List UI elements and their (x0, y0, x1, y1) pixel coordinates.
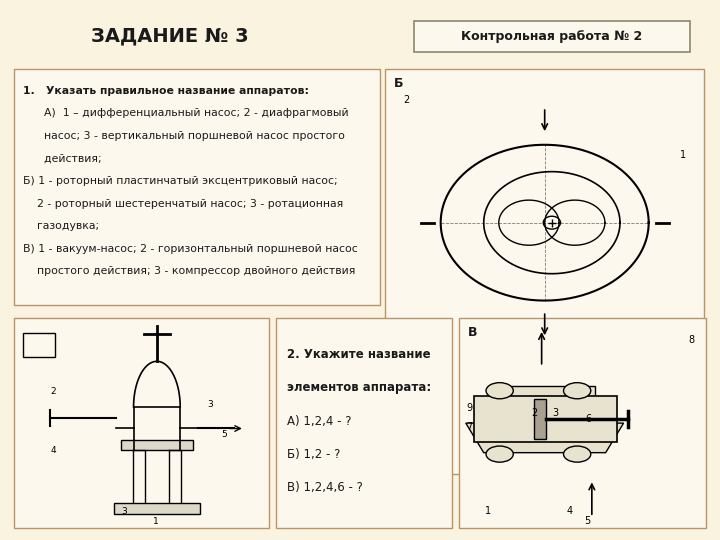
Text: 2. Укажите название: 2. Укажите название (287, 348, 431, 361)
Text: 4: 4 (50, 446, 55, 455)
Text: 5: 5 (222, 429, 228, 438)
Text: В: В (467, 326, 477, 340)
FancyBboxPatch shape (385, 69, 704, 474)
Bar (495, 386, 595, 423)
Text: 3: 3 (552, 408, 558, 418)
FancyBboxPatch shape (14, 69, 380, 305)
Ellipse shape (564, 383, 591, 399)
Bar (474, 396, 617, 442)
Text: А)  1 – дифференциальный насос; 2 - диафрагмовый: А) 1 – дифференциальный насос; 2 - диафр… (23, 109, 348, 118)
Text: 1: 1 (680, 150, 686, 160)
Text: А) 1,2,4 - ?: А) 1,2,4 - ? (287, 415, 351, 428)
Text: ЗАДАНИЕ № 3: ЗАДАНИЕ № 3 (91, 27, 248, 46)
Bar (121, 440, 193, 450)
Ellipse shape (486, 446, 513, 462)
Text: насос; 3 - вертикальный поршневой насос простого: насос; 3 - вертикальный поршневой насос … (23, 131, 345, 141)
FancyBboxPatch shape (14, 319, 269, 528)
FancyBboxPatch shape (414, 21, 690, 52)
Text: 3: 3 (207, 400, 213, 409)
Text: 1: 1 (153, 517, 159, 525)
Text: Контрольная работа № 2: Контрольная работа № 2 (462, 30, 642, 43)
Text: простого действия; 3 - компрессор двойного действия: простого действия; 3 - компрессор двойно… (23, 266, 355, 276)
Text: 2: 2 (403, 96, 409, 105)
Text: 5: 5 (585, 516, 591, 525)
Text: 8: 8 (688, 334, 695, 345)
Text: 2: 2 (531, 408, 537, 418)
Bar (114, 503, 200, 515)
Text: 7: 7 (466, 422, 472, 431)
Text: А: А (35, 339, 44, 352)
FancyBboxPatch shape (459, 319, 706, 528)
Text: действия;: действия; (23, 153, 102, 164)
Text: Б: Б (394, 77, 403, 90)
Ellipse shape (564, 446, 591, 462)
Bar (534, 399, 546, 439)
Text: 1: 1 (485, 507, 492, 516)
FancyBboxPatch shape (23, 333, 55, 357)
Text: В) 1,2,4,6 - ?: В) 1,2,4,6 - ? (287, 481, 363, 494)
Text: В) 1 - вакуум-насос; 2 - горизонтальный поршневой насос: В) 1 - вакуум-насос; 2 - горизонтальный … (23, 244, 358, 254)
Text: газодувка;: газодувка; (23, 221, 99, 231)
Text: 3: 3 (121, 508, 127, 516)
Text: 9: 9 (466, 403, 472, 413)
Text: 4: 4 (567, 507, 572, 516)
Text: Б) 1 - роторный пластинчатый эксцентриковый насос;: Б) 1 - роторный пластинчатый эксцентрико… (23, 176, 338, 186)
Ellipse shape (486, 383, 513, 399)
Text: элементов аппарата:: элементов аппарата: (287, 381, 431, 394)
Text: 2: 2 (50, 387, 55, 396)
Text: Б) 1,2 - ?: Б) 1,2 - ? (287, 448, 341, 461)
Text: 2 - роторный шестеренчатый насос; 3 - ротационная: 2 - роторный шестеренчатый насос; 3 - ро… (23, 199, 343, 208)
Text: 1.   Указать правильное название аппаратов:: 1. Указать правильное название аппаратов… (23, 86, 309, 96)
FancyBboxPatch shape (276, 319, 452, 528)
Polygon shape (466, 423, 624, 453)
Text: 6: 6 (586, 414, 592, 423)
